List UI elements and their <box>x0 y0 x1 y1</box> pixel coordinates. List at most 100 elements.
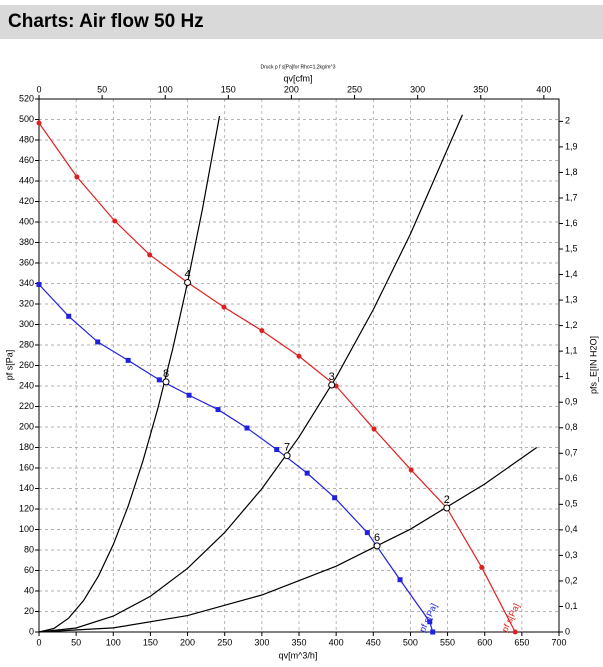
marker <box>147 252 153 258</box>
curve <box>38 115 221 633</box>
y2-tick-label: 0,3 <box>565 550 578 560</box>
marker <box>112 218 118 224</box>
operating-point <box>328 381 336 389</box>
y2-tick-label: 0,7 <box>565 448 578 458</box>
marker <box>371 426 377 432</box>
marker <box>215 407 221 413</box>
marker <box>244 425 250 431</box>
y-tick-label: 140 <box>19 483 34 493</box>
y-tick-label: 20 <box>24 606 34 616</box>
curve-label: pf s[Pa] <box>500 602 522 634</box>
marker <box>156 377 162 383</box>
y2-tick-label: 1,7 <box>565 192 578 202</box>
x2-tick-label: 250 <box>347 84 362 94</box>
y-tick-label: 100 <box>19 524 34 534</box>
x-tick-label: 350 <box>291 637 306 647</box>
y-tick-label: 480 <box>19 134 34 144</box>
y2-tick-label: 1,6 <box>565 218 578 228</box>
y-tick-label: 320 <box>19 298 34 308</box>
curve <box>38 447 538 633</box>
x-tick-label: 200 <box>180 637 195 647</box>
x-label: qv[m^3/h] <box>279 650 318 660</box>
x2-tick-label: 200 <box>284 84 299 94</box>
x-tick-label: 0 <box>36 637 41 647</box>
marker <box>186 392 192 398</box>
y-tick-label: 520 <box>19 93 34 103</box>
curve <box>38 284 434 633</box>
note: Druck p f s[Pa]for Rho=1,2kg/m^3 <box>260 64 335 70</box>
x2-tick-label: 400 <box>536 84 551 94</box>
point-label: 3 <box>329 371 335 383</box>
x-tick-label: 250 <box>217 637 232 647</box>
marker <box>430 629 436 635</box>
y2-tick-label: 2 <box>565 116 570 126</box>
x2-tick-label: 100 <box>158 84 173 94</box>
y2-tick-label: 0,4 <box>565 524 578 534</box>
y2-tick-label: 1,3 <box>565 294 578 304</box>
y-tick-label: 60 <box>24 565 34 575</box>
marker <box>397 577 403 583</box>
y2-tick-label: 1,4 <box>565 269 578 279</box>
operating-point <box>162 378 170 386</box>
x2-label: qv[cfm] <box>283 73 312 83</box>
point-label: 8 <box>163 368 169 380</box>
y-tick-label: 0 <box>29 626 34 636</box>
x-tick-label: 50 <box>71 637 81 647</box>
y2-tick-label: 1,2 <box>565 320 578 330</box>
marker <box>296 353 302 359</box>
x-tick-label: 600 <box>477 637 492 647</box>
x2-tick-label: 150 <box>221 84 236 94</box>
x2-tick-label: 300 <box>410 84 425 94</box>
x2-tick-label: 350 <box>473 84 488 94</box>
y-tick-label: 200 <box>19 421 34 431</box>
marker <box>274 447 280 453</box>
y2-tick-label: 0,2 <box>565 575 578 585</box>
marker <box>36 282 42 288</box>
y2-tick-label: 0,9 <box>565 397 578 407</box>
y-tick-label: 360 <box>19 257 34 267</box>
y-tick-label: 400 <box>19 216 34 226</box>
y-tick-label: 80 <box>24 544 34 554</box>
y-tick-label: 460 <box>19 155 34 165</box>
y-tick-label: 380 <box>19 237 34 247</box>
y-tick-label: 440 <box>19 175 34 185</box>
marker <box>66 313 72 319</box>
point-label: 7 <box>284 442 290 454</box>
y-tick-label: 340 <box>19 278 34 288</box>
marker <box>36 120 42 126</box>
marker <box>125 357 131 363</box>
operating-point <box>373 542 381 550</box>
y-tick-label: 160 <box>19 462 34 472</box>
x-tick-label: 450 <box>366 637 381 647</box>
marker <box>304 470 310 476</box>
y2-label: pfs_E[IN H2O] <box>588 336 598 394</box>
y2-tick-label: 0 <box>565 626 570 636</box>
y2-tick-label: 1,8 <box>565 167 578 177</box>
x-tick-label: 500 <box>403 637 418 647</box>
marker <box>427 619 433 625</box>
y-tick-label: 300 <box>19 319 34 329</box>
point-label: 2 <box>444 494 450 506</box>
marker <box>512 629 518 635</box>
x-tick-label: 550 <box>440 637 455 647</box>
curve <box>38 114 463 633</box>
y2-tick-label: 1,5 <box>565 243 578 253</box>
x-tick-label: 100 <box>106 637 121 647</box>
chart-title: Charts: Air flow 50 Hz <box>8 11 204 32</box>
x2-tick-label: 50 <box>97 84 107 94</box>
x-tick-label: 650 <box>514 637 529 647</box>
operating-point <box>184 278 192 286</box>
y2-tick-label: 1,9 <box>565 141 578 151</box>
y-tick-label: 220 <box>19 401 34 411</box>
y-tick-label: 180 <box>19 442 34 452</box>
operating-point <box>443 504 451 512</box>
y-tick-label: 260 <box>19 360 34 370</box>
x-tick-label: 700 <box>551 637 566 647</box>
point-label: 4 <box>185 268 191 280</box>
y2-tick-label: 1 <box>565 371 570 381</box>
curve-label: pf s[Pa] <box>417 602 439 634</box>
header-bar <box>0 5 603 39</box>
y-tick-label: 240 <box>19 380 34 390</box>
marker <box>74 174 80 180</box>
